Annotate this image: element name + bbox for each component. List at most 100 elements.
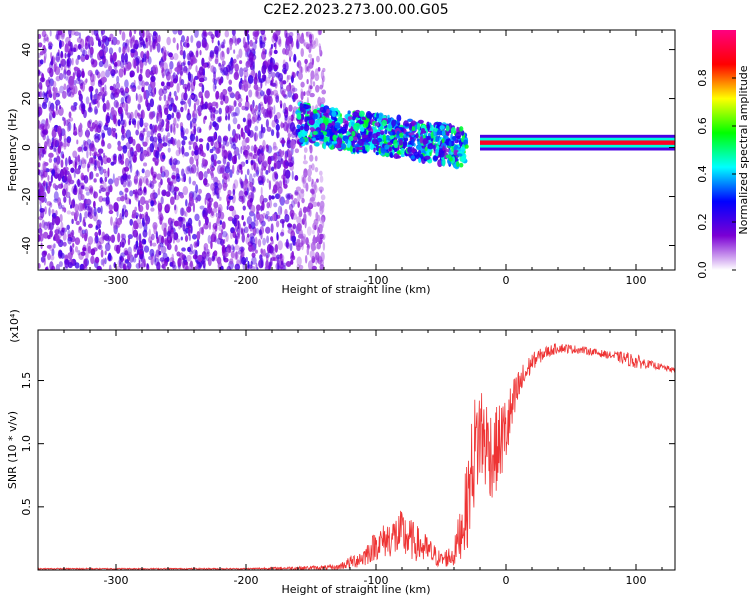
spectrogram-cell	[232, 246, 235, 253]
spectrogram-cell	[185, 128, 189, 135]
spectrogram-cell	[136, 65, 140, 74]
spectrogram-cell	[195, 40, 202, 49]
spectrogram-cell	[185, 199, 188, 207]
spectrogram-cell	[112, 52, 117, 62]
spectrogram-cell	[143, 239, 147, 245]
spectrogram-cell	[117, 145, 123, 152]
spectrogram-cell	[260, 248, 263, 254]
snr-y-multiplier: (x10⁴)	[8, 309, 21, 343]
spectrogram-cell	[395, 120, 400, 124]
spectrogram-cell	[215, 147, 221, 154]
spectrogram-cell	[275, 30, 281, 37]
spectrogram-cell	[54, 139, 59, 148]
spectrogram-cell	[464, 144, 469, 149]
spectrogram-cell	[306, 226, 312, 236]
spectrogram-cell	[387, 117, 391, 123]
y-tick-label: 0	[20, 144, 33, 151]
spectrogram-cell	[441, 130, 446, 137]
spectrogram-cell	[206, 248, 210, 255]
spectrogram-cell	[180, 35, 186, 43]
spectrogram-cell	[297, 60, 302, 69]
spectrogram-cell	[245, 136, 250, 144]
spectrogram-cell	[314, 155, 318, 162]
spectrogram-cell	[143, 162, 148, 167]
spectrogram-cell	[67, 178, 71, 186]
spectrogram-cell	[46, 36, 50, 43]
spectrogram-cell	[219, 115, 222, 122]
spectrogram-cell	[125, 172, 129, 182]
spectrogram-cell	[279, 100, 282, 105]
spectrogram-cell	[204, 31, 208, 37]
spectrogram-cell	[222, 137, 228, 146]
spectrogram-cell	[250, 159, 255, 165]
spectrogram-cell	[252, 41, 257, 51]
spectrogram-cell	[78, 32, 82, 39]
spectrogram-cell	[65, 187, 68, 198]
spectrogram-cell	[50, 254, 55, 261]
spectrogram-cell	[109, 33, 114, 39]
spectrogram-cell	[293, 56, 297, 62]
x-tick-label: 100	[626, 574, 647, 587]
spectrogram-cell	[265, 77, 271, 84]
spectrogram-cell	[51, 208, 55, 215]
spectrogram-cell	[257, 110, 261, 118]
spectrogram-cell	[64, 173, 67, 182]
spectrogram-cell	[186, 254, 192, 262]
spectrogram-cell	[145, 203, 150, 211]
spectrogram-cell	[426, 135, 431, 141]
spectrogram-cell	[214, 30, 219, 38]
spectrogram-cell	[173, 125, 176, 135]
spectrogram-cell	[304, 63, 308, 73]
spectrogram-cell	[224, 165, 231, 174]
spectrogram-cell	[301, 240, 304, 251]
spectrogram-cell	[380, 126, 384, 130]
spectrogram-cell	[60, 229, 65, 236]
spectrogram-cell	[165, 122, 170, 131]
spectrogram-cell	[137, 93, 143, 104]
spectrogram-cell	[46, 138, 52, 147]
spectrogram-cell	[347, 116, 353, 121]
spectrogram-cell	[167, 235, 171, 241]
spectrogram-cell	[157, 124, 162, 132]
spectrogram-cell	[288, 31, 294, 38]
spectrogram-cell	[182, 186, 189, 196]
spectrogram-cell	[180, 44, 184, 52]
spectrogram-cell	[144, 169, 151, 178]
spectrogram-cell	[160, 178, 163, 186]
spectrogram-cell	[62, 153, 65, 159]
spectrogram-cell	[289, 209, 295, 218]
spectrogram-cell	[101, 76, 107, 83]
spectrogram-cell	[212, 207, 218, 213]
spectrogram-cell	[75, 220, 80, 226]
spectrogram-cell	[128, 198, 132, 205]
spectrogram-cell	[314, 37, 319, 47]
spectrogram-cell	[265, 260, 269, 269]
spectrogram-cell	[213, 71, 216, 80]
x-tick-label: -300	[104, 574, 129, 587]
spectrogram-cell	[120, 159, 125, 165]
spectrogram-cell	[280, 121, 283, 129]
spectrogram-cell	[312, 235, 316, 246]
spectrogram-cell	[352, 136, 358, 141]
spectrogram-cell	[233, 71, 240, 81]
spectrogram-cell	[125, 42, 128, 49]
spectrogram-cell	[98, 49, 104, 57]
spectrogram-cell	[163, 85, 168, 91]
spectrogram-cell	[304, 254, 308, 264]
spectrogram-cell	[274, 243, 278, 253]
spectrogram-cell	[236, 38, 240, 45]
spectrogram-cell	[166, 256, 170, 263]
spectrogram-cell	[267, 215, 271, 222]
spectrogram-cell	[269, 47, 273, 56]
spectrogram-cell	[168, 52, 173, 58]
spectrogram-cell	[97, 155, 103, 161]
spectrogram-cell	[225, 233, 229, 243]
spectrogram-cell	[180, 130, 185, 139]
spectrogram-cell	[129, 30, 132, 38]
spectrogram-cell	[72, 242, 75, 248]
spectrogram-cell	[188, 141, 192, 146]
spectrogram-cell	[166, 177, 170, 184]
spectrogram-cell	[295, 186, 302, 192]
spectrogram-cell	[152, 40, 156, 49]
spectrogram-cell	[329, 128, 332, 136]
